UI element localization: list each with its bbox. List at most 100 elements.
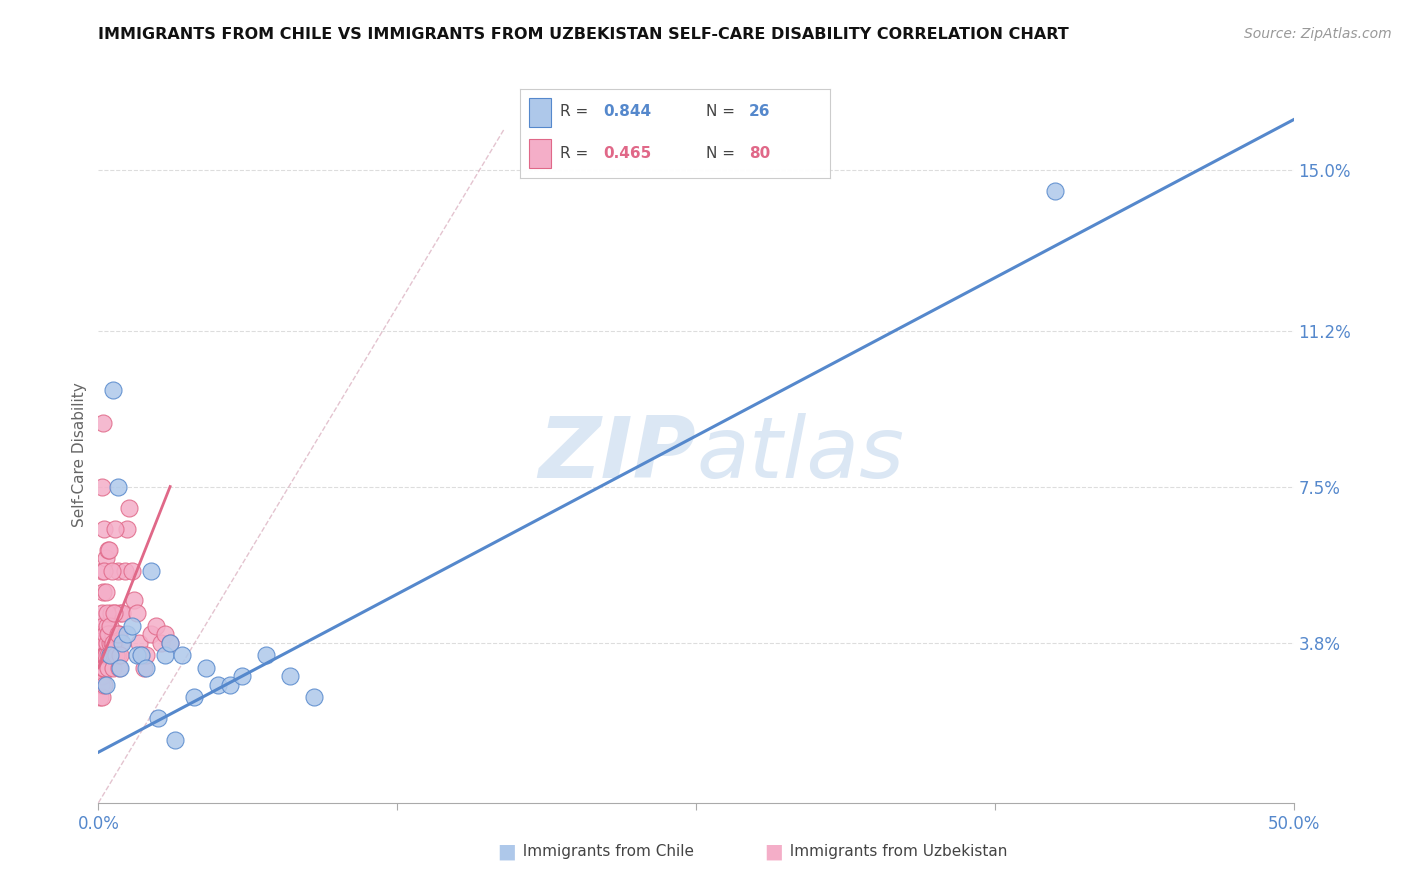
Text: ZIP: ZIP [538, 413, 696, 497]
Point [107, 479, 129, 493]
Point [97, 627, 120, 641]
Point [107, 564, 129, 578]
Bar [530, 139, 551, 168]
Point [104, 606, 127, 620]
Point [96, 648, 118, 663]
Point [100, 606, 122, 620]
Point [121, 618, 143, 632]
Point [94, 627, 117, 641]
Point [98, 618, 122, 632]
Point [89, 648, 111, 663]
Y-axis label: Self-Care Disability: Self-Care Disability [72, 383, 87, 527]
Point [89, 690, 111, 705]
Point [128, 635, 150, 649]
Point [155, 648, 177, 663]
Point [94, 648, 117, 663]
Point [91, 635, 114, 649]
Point [125, 606, 148, 620]
Point [98, 627, 121, 641]
Point [1043, 185, 1066, 199]
Point [125, 648, 148, 663]
Point [97, 661, 120, 675]
Point [278, 669, 301, 683]
Point [89, 661, 111, 675]
Point [111, 606, 134, 620]
Text: N =: N = [706, 146, 740, 161]
Point [207, 678, 229, 692]
Point [108, 627, 131, 641]
Point [145, 618, 167, 632]
Text: 80: 80 [749, 146, 770, 161]
Point [91, 417, 114, 431]
Point [104, 648, 127, 663]
Point [135, 661, 157, 675]
Point [89, 669, 111, 683]
Point [148, 711, 170, 725]
Point [110, 606, 132, 620]
Text: 26: 26 [749, 104, 770, 119]
Point [90, 648, 112, 663]
Point [159, 635, 181, 649]
Point [131, 648, 153, 663]
Point [135, 648, 157, 663]
Point [115, 627, 138, 641]
Point [159, 635, 181, 649]
Point [90, 669, 112, 683]
Point [103, 648, 125, 663]
Point [96, 618, 118, 632]
Point [105, 627, 128, 641]
Point [90, 678, 112, 692]
Text: ▪: ▪ [496, 838, 516, 866]
Point [124, 593, 146, 607]
Point [93, 661, 115, 675]
Point [90, 635, 112, 649]
Point [231, 669, 253, 683]
Point [100, 648, 122, 663]
Point [101, 661, 124, 675]
Point [93, 564, 115, 578]
Point [110, 635, 132, 649]
Point [103, 606, 125, 620]
Point [93, 618, 115, 632]
Point [131, 648, 153, 663]
Point [91, 564, 114, 578]
Text: Source: ZipAtlas.com: Source: ZipAtlas.com [1244, 27, 1392, 41]
Text: Immigrants from Chile: Immigrants from Chile [513, 845, 695, 859]
Point [91, 635, 114, 649]
Point [108, 661, 131, 675]
Point [139, 627, 162, 641]
Text: ▪: ▪ [763, 838, 783, 866]
Point [114, 564, 136, 578]
Point [96, 635, 118, 649]
Point [139, 564, 162, 578]
Point [115, 522, 138, 536]
Text: R =: R = [561, 104, 593, 119]
Text: IMMIGRANTS FROM CHILE VS IMMIGRANTS FROM UZBEKISTAN SELF-CARE DISABILITY CORRELA: IMMIGRANTS FROM CHILE VS IMMIGRANTS FROM… [98, 27, 1069, 42]
Point [101, 635, 124, 649]
Point [93, 522, 115, 536]
Point [96, 606, 118, 620]
Bar [530, 98, 551, 127]
Point [93, 648, 115, 663]
Point [194, 661, 218, 675]
Point [98, 635, 122, 649]
Point [93, 678, 115, 692]
Point [219, 678, 242, 692]
Point [107, 627, 129, 641]
Point [101, 635, 124, 649]
Point [163, 732, 186, 747]
Point [94, 551, 117, 566]
Point [111, 635, 134, 649]
Point [94, 678, 117, 692]
Point [107, 661, 129, 675]
Point [107, 648, 129, 663]
Point [104, 635, 127, 649]
Point [121, 564, 143, 578]
Point [93, 648, 115, 663]
Text: R =: R = [561, 146, 593, 161]
Point [302, 690, 325, 705]
Point [108, 648, 131, 663]
Point [172, 648, 194, 663]
Point [183, 690, 205, 705]
Point [90, 627, 112, 641]
